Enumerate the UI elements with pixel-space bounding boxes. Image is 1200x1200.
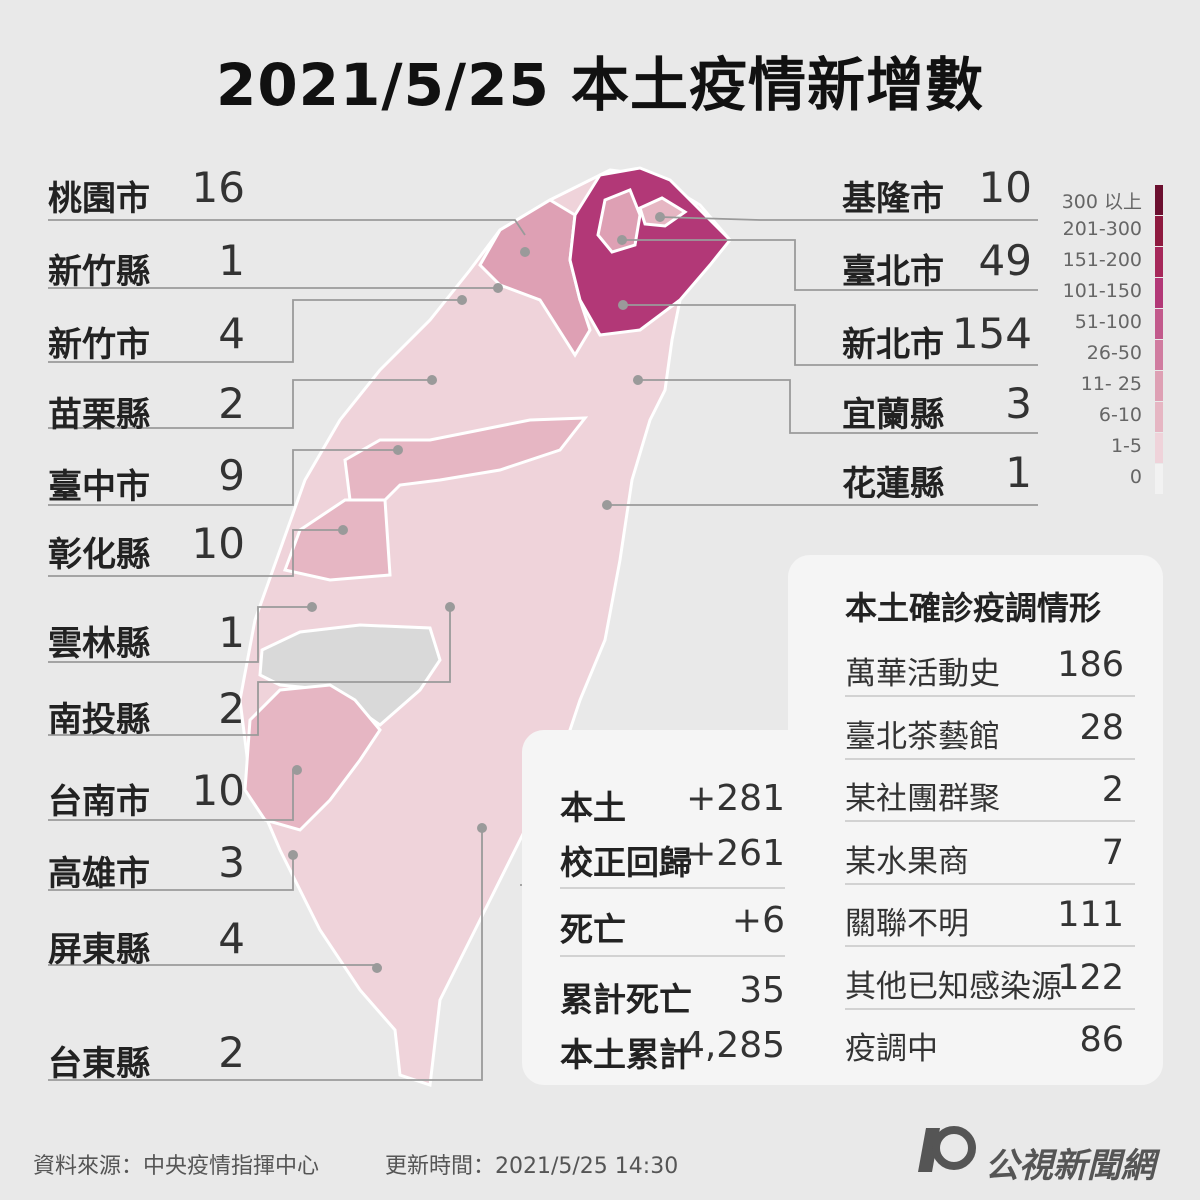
- legend-label: 101-150: [1062, 280, 1142, 302]
- legend-label: 11- 25: [1080, 373, 1142, 395]
- investigation-value: 7: [1101, 832, 1124, 873]
- total-value: +6: [731, 900, 785, 941]
- row-divider: [845, 882, 1135, 885]
- total-label: 本土: [560, 788, 626, 827]
- county-name: 桃園市: [48, 179, 150, 219]
- county-name: 臺北市: [842, 252, 944, 292]
- legend-swatch: [1155, 278, 1163, 308]
- county-name: 苗栗縣: [48, 395, 150, 435]
- county-name: 高雄市: [48, 854, 150, 894]
- totals-divider: [560, 887, 785, 889]
- legend-swatch: [1155, 433, 1163, 463]
- county-value: 1: [218, 236, 245, 285]
- county-name: 台南市: [48, 782, 150, 822]
- total-value: 4,285: [681, 1025, 785, 1066]
- county-value: 10: [191, 519, 245, 568]
- investigation-value: 86: [1079, 1020, 1124, 1060]
- county-name: 基隆市: [842, 179, 944, 219]
- county-value: 3: [1005, 379, 1032, 428]
- investigation-label: 臺北茶藝館: [845, 718, 1000, 755]
- total-value: +261: [686, 833, 785, 874]
- county-value: 4: [218, 309, 245, 358]
- county-name: 新竹市: [48, 325, 150, 365]
- legend-swatch: [1155, 247, 1163, 277]
- county-value: 2: [218, 379, 245, 428]
- legend-label: 300 以上: [1061, 191, 1142, 213]
- map-island: [238, 168, 733, 1088]
- total-label: 死亡: [560, 910, 626, 949]
- legend-swatch: [1155, 371, 1163, 401]
- county-value: 10: [978, 163, 1032, 212]
- county-name: 彰化縣: [48, 535, 150, 575]
- map-keelung: [638, 196, 688, 228]
- investigation-title: 本土確診疫調情形: [845, 589, 1102, 627]
- legend-label: 6-10: [1098, 404, 1142, 426]
- legend-label: 201-300: [1062, 218, 1142, 240]
- investigation-value: 28: [1079, 707, 1124, 748]
- totals-panel: [522, 730, 1163, 1085]
- county-value: 10: [191, 766, 245, 815]
- total-label: 本土累計: [560, 1035, 692, 1074]
- row-divider: [845, 1007, 1135, 1010]
- pts-logo-text: 公視新聞網: [985, 1146, 1155, 1186]
- row-divider: [845, 945, 1135, 947]
- county-value: 154: [951, 309, 1032, 358]
- county-value: 4: [218, 914, 245, 963]
- county-value: 1: [218, 608, 245, 657]
- investigation-value: 2: [1101, 770, 1124, 810]
- totals-divider: [560, 955, 785, 957]
- row-divider: [845, 820, 1135, 822]
- pts-logo-icon: [918, 1126, 976, 1172]
- legend-swatch: [1155, 340, 1163, 370]
- page-title: 2021/5/25 本土疫情新增數: [215, 51, 985, 119]
- row-divider: [845, 695, 1135, 697]
- map-changhua: [282, 498, 392, 582]
- data-source: 資料來源：中央疫情指揮中心: [33, 1154, 320, 1179]
- county-value: 1: [1005, 448, 1032, 497]
- total-value: +281: [686, 778, 785, 819]
- county-value: 3: [218, 838, 245, 887]
- update-time: 更新時間：2021/5/25 14:30: [385, 1154, 679, 1179]
- total-label: 校正回歸: [560, 843, 692, 882]
- county-name: 臺中市: [48, 467, 150, 507]
- legend-swatch: [1155, 309, 1163, 339]
- county-value: 9: [218, 451, 245, 500]
- investigation-value: 186: [1057, 645, 1124, 685]
- legend-label: 0: [1129, 466, 1142, 488]
- county-value: 2: [218, 684, 245, 733]
- row-divider: [845, 757, 1135, 760]
- county-name: 台東縣: [48, 1044, 150, 1084]
- investigation-label: 其他已知感染源: [845, 968, 1062, 1005]
- county-name: 雲林縣: [48, 624, 150, 664]
- legend-label: 51-100: [1074, 311, 1142, 333]
- county-value: 2: [218, 1028, 245, 1077]
- county-name: 新北市: [842, 325, 944, 365]
- investigation-label: 疫調中: [845, 1031, 938, 1067]
- legend-swatch: [1155, 464, 1163, 494]
- legend-label: 26-50: [1086, 342, 1142, 364]
- county-name: 屏東縣: [48, 930, 150, 970]
- investigation-value: 122: [1057, 957, 1124, 998]
- investigation-label: 萬華活動史: [845, 656, 1000, 692]
- county-name: 新竹縣: [48, 252, 150, 292]
- legend-label: 1-5: [1110, 435, 1142, 457]
- map-taipei: [596, 188, 642, 254]
- investigation-label: 某社團群聚: [845, 781, 1000, 817]
- total-label: 累計死亡: [560, 980, 692, 1019]
- county-name: 花蓮縣: [842, 464, 944, 504]
- county-value: 16: [191, 163, 245, 212]
- county-name: 宜蘭縣: [842, 395, 944, 435]
- legend-swatch: [1155, 185, 1163, 215]
- investigation-label: 關聯不明: [845, 906, 969, 942]
- total-value: 35: [739, 970, 785, 1011]
- county-name: 南投縣: [48, 700, 150, 740]
- investigation-value: 111: [1057, 895, 1124, 935]
- county-value: 49: [978, 236, 1032, 285]
- map-tainan: [243, 683, 382, 832]
- legend-swatch: [1155, 216, 1163, 246]
- legend-swatch: [1155, 402, 1163, 432]
- investigation-label: 某水果商: [845, 843, 969, 880]
- legend-label: 151-200: [1062, 249, 1142, 271]
